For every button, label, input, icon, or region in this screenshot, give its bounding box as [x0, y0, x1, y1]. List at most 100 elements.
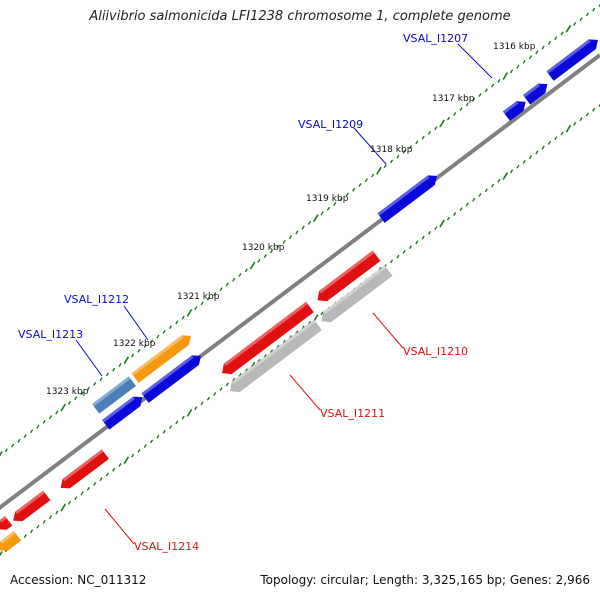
map-title: Aliivibrio salmonicida LFI1238 chromosom…	[89, 9, 511, 24]
tick-mark	[390, 159, 394, 164]
tick-mark	[497, 78, 501, 83]
tick-mark	[592, 107, 596, 112]
tick-mark	[371, 173, 375, 178]
tick-mark	[181, 315, 185, 320]
tick-mark	[453, 111, 457, 116]
tick-mark	[472, 97, 476, 102]
tick-mark	[93, 381, 97, 386]
tick-mark	[288, 235, 293, 240]
tick-mark	[93, 481, 97, 486]
gene-VSAL_I1215[interactable]	[10, 490, 51, 526]
gene-VSAL_I1211-red[interactable]	[218, 301, 314, 379]
tick-label: 1322 kbp	[113, 339, 156, 349]
gene-VSAL_I1210-pseudo[interactable]	[318, 265, 393, 327]
gene-label[interactable]: VSAL_I1214	[134, 540, 199, 553]
gene-label[interactable]: VSAL_I1212	[64, 293, 129, 306]
tick-mark	[516, 164, 520, 169]
tick-mark	[156, 334, 160, 339]
tick-mark	[17, 438, 21, 443]
gene-VSAL_I1211-pseudo[interactable]	[226, 319, 322, 397]
gene-VSAL_I1216-rrna[interactable]	[0, 530, 22, 555]
gene-VSAL_I1210[interactable]	[314, 250, 381, 306]
tick-mark	[186, 308, 193, 317]
tick-mark	[181, 415, 185, 420]
tick-mark	[472, 197, 476, 202]
tick-mark	[502, 172, 509, 180]
gene-label[interactable]: VSAL_I1207	[403, 32, 468, 45]
tick-mark	[30, 429, 34, 434]
gene-VSAL_I1212[interactable]	[141, 351, 204, 403]
gene-VSAL_I1213-segment[interactable]	[92, 376, 136, 414]
tick-mark	[219, 387, 223, 392]
tick-mark	[118, 463, 122, 467]
tick-mark	[257, 258, 261, 263]
tick-mark	[408, 245, 413, 250]
gene-VSAL_I1216[interactable]	[0, 515, 13, 534]
tick-mark	[238, 273, 242, 277]
tick-mark	[206, 396, 210, 401]
gene-VSAL_I1214[interactable]	[57, 449, 109, 492]
tick-mark	[112, 367, 116, 372]
tick-mark	[168, 325, 173, 330]
tick-mark	[99, 377, 103, 382]
tick-mark	[86, 386, 90, 391]
leader-line	[457, 43, 493, 79]
gene-VSAL_I1213[interactable]	[102, 392, 146, 430]
tick-label: 1318 kbp	[370, 145, 413, 155]
tick-mark	[36, 424, 40, 429]
tick-mark	[358, 183, 362, 187]
tick-mark	[522, 59, 526, 64]
tick-mark	[547, 40, 552, 45]
tick-mark	[478, 93, 482, 97]
tick-mark	[320, 211, 324, 216]
tick-mark	[137, 448, 141, 453]
tick-mark	[415, 140, 419, 145]
tick-mark	[326, 206, 330, 211]
tick-mark	[598, 103, 600, 107]
tick-mark	[301, 225, 305, 230]
tick-mark	[162, 329, 166, 334]
tick-mark	[219, 287, 223, 292]
tick-mark	[48, 415, 53, 420]
tick-mark	[541, 45, 545, 50]
gene-label[interactable]: VSAL_I1210	[403, 345, 468, 358]
tick-mark	[80, 391, 84, 396]
tick-mark	[579, 17, 583, 22]
gene-label[interactable]: VSAL_I1211	[320, 407, 385, 420]
tick-mark	[459, 107, 463, 112]
label-leaders	[75, 43, 493, 545]
tick-mark	[497, 178, 501, 183]
tick-mark	[123, 356, 130, 365]
tick-mark	[200, 401, 204, 406]
tick-mark	[186, 408, 193, 417]
tick-mark	[175, 320, 179, 325]
tick-mark	[491, 83, 495, 88]
gene-label[interactable]: VSAL_I1209	[298, 118, 363, 131]
tick-mark	[439, 119, 445, 128]
tick-mark	[74, 496, 78, 501]
tick-mark	[105, 472, 109, 477]
tick-mark	[249, 261, 256, 270]
tick-mark	[478, 193, 482, 197]
gene-VSAL_I1208b[interactable]	[502, 97, 529, 122]
tick-mark	[206, 296, 210, 301]
gene-labels: VSAL_I1207 VSAL_I1209 VSAL_I1212 VSAL_I1213…	[18, 32, 468, 553]
tick-mark	[434, 126, 438, 131]
gene-VSAL_I1207[interactable]	[546, 35, 600, 81]
leader-line	[353, 127, 387, 165]
tick-mark	[112, 467, 116, 472]
tick-mark	[320, 311, 324, 316]
tick-label: 1317 kbp	[432, 94, 475, 104]
tick-mark	[396, 254, 400, 259]
gene-VSAL_I1212-rrna[interactable]	[131, 331, 194, 383]
gene-VSAL_I1208a[interactable]	[523, 79, 551, 105]
gene-VSAL_I1209[interactable]	[377, 171, 440, 223]
tick-mark	[535, 50, 539, 55]
tick-mark	[528, 55, 533, 60]
tick-mark	[244, 268, 248, 273]
gene-label[interactable]: VSAL_I1213	[18, 328, 83, 341]
tick-mark	[11, 443, 15, 448]
tick-mark	[42, 519, 46, 524]
tick-mark	[168, 425, 173, 430]
